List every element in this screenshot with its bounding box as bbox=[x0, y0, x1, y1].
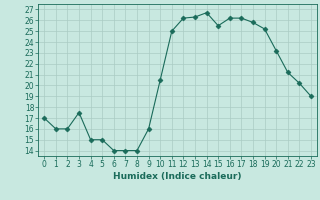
X-axis label: Humidex (Indice chaleur): Humidex (Indice chaleur) bbox=[113, 172, 242, 181]
